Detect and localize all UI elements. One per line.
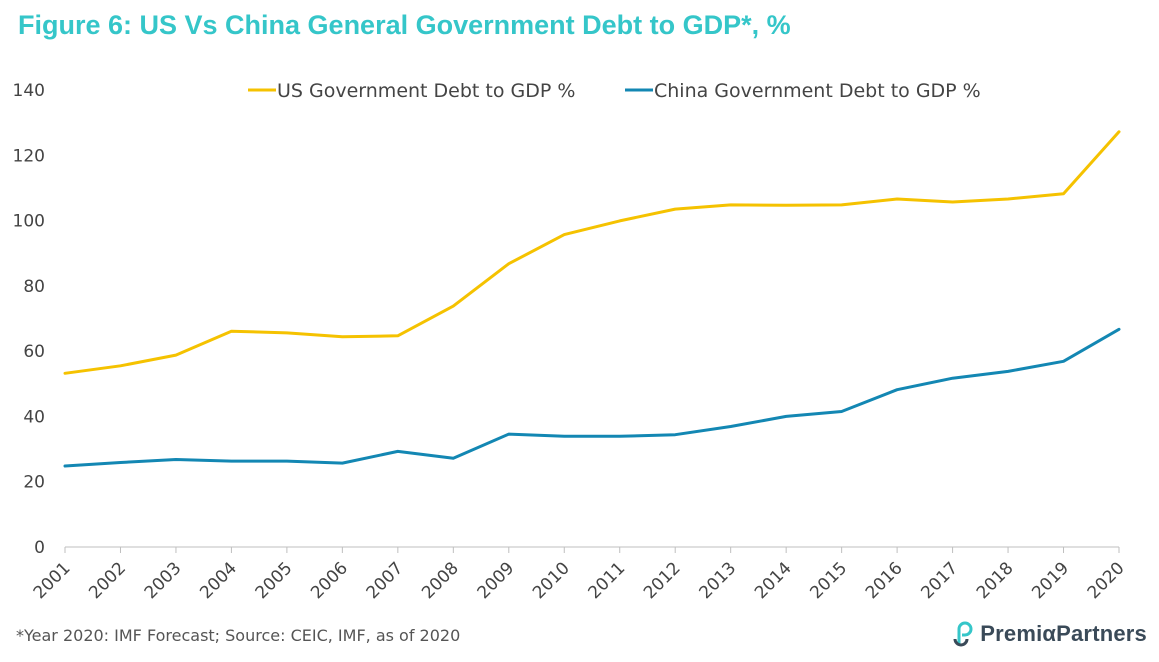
x-tick-label: 2005 <box>252 558 297 603</box>
y-tick-label: 60 <box>23 342 45 362</box>
y-axis-ticks: 0 20 40 60 80 100 120 140 <box>13 81 45 558</box>
x-tick-label: 2007 <box>363 558 408 603</box>
x-tick-label: 2001 <box>30 558 75 603</box>
x-tick-label: 2018 <box>973 558 1018 603</box>
x-tick-label: 2017 <box>917 558 962 603</box>
x-tick-label: 2002 <box>85 558 130 603</box>
y-tick-label: 80 <box>23 277 45 297</box>
brand-logo: PremiαPartners <box>950 621 1147 647</box>
x-tick-label: 2020 <box>1084 558 1129 603</box>
logo-text: PremiαPartners <box>980 621 1147 646</box>
legend-label: US Government Debt to GDP % <box>277 80 575 102</box>
series-line-us <box>63 130 1121 375</box>
x-tick-label: 2013 <box>695 558 740 603</box>
x-tick-label: 2015 <box>806 558 851 603</box>
series-lines <box>63 130 1121 468</box>
y-tick-label: 0 <box>34 538 45 558</box>
y-tick-label: 120 <box>13 146 45 166</box>
chart-title: Figure 6: US Vs China General Government… <box>18 10 791 40</box>
y-tick-label: 140 <box>13 81 45 101</box>
legend-label: China Government Debt to GDP % <box>654 80 981 102</box>
x-tick-label: 2014 <box>751 558 796 603</box>
series-line-china <box>63 327 1121 468</box>
x-tick-label: 2009 <box>474 558 519 603</box>
y-tick-label: 20 <box>23 473 45 493</box>
x-tick-label: 2010 <box>529 558 574 603</box>
x-tick-label: 2008 <box>418 558 463 603</box>
legend-item-us: US Government Debt to GDP % <box>248 80 575 102</box>
x-tick-label: 2003 <box>141 558 186 603</box>
y-tick-label: 40 <box>23 407 45 427</box>
premia-logo-icon <box>953 621 973 647</box>
x-tick-label: 2012 <box>640 558 685 603</box>
legend: US Government Debt to GDP % China Governm… <box>248 80 981 102</box>
x-tick-label: 2011 <box>585 558 630 603</box>
x-tick-label: 2016 <box>862 558 907 603</box>
x-tick-label: 2006 <box>307 558 352 603</box>
x-axis: 2001 2002 2003 2004 2005 2006 2007 2008 2009 2010… <box>30 546 1129 603</box>
y-tick-label: 100 <box>13 212 45 232</box>
x-tick-label: 2004 <box>196 558 241 603</box>
legend-item-china: China Government Debt to GDP % <box>625 80 981 102</box>
footnote: *Year 2020: IMF Forecast; Source: CEIC, … <box>16 626 461 645</box>
x-tick-label: 2019 <box>1028 558 1073 603</box>
